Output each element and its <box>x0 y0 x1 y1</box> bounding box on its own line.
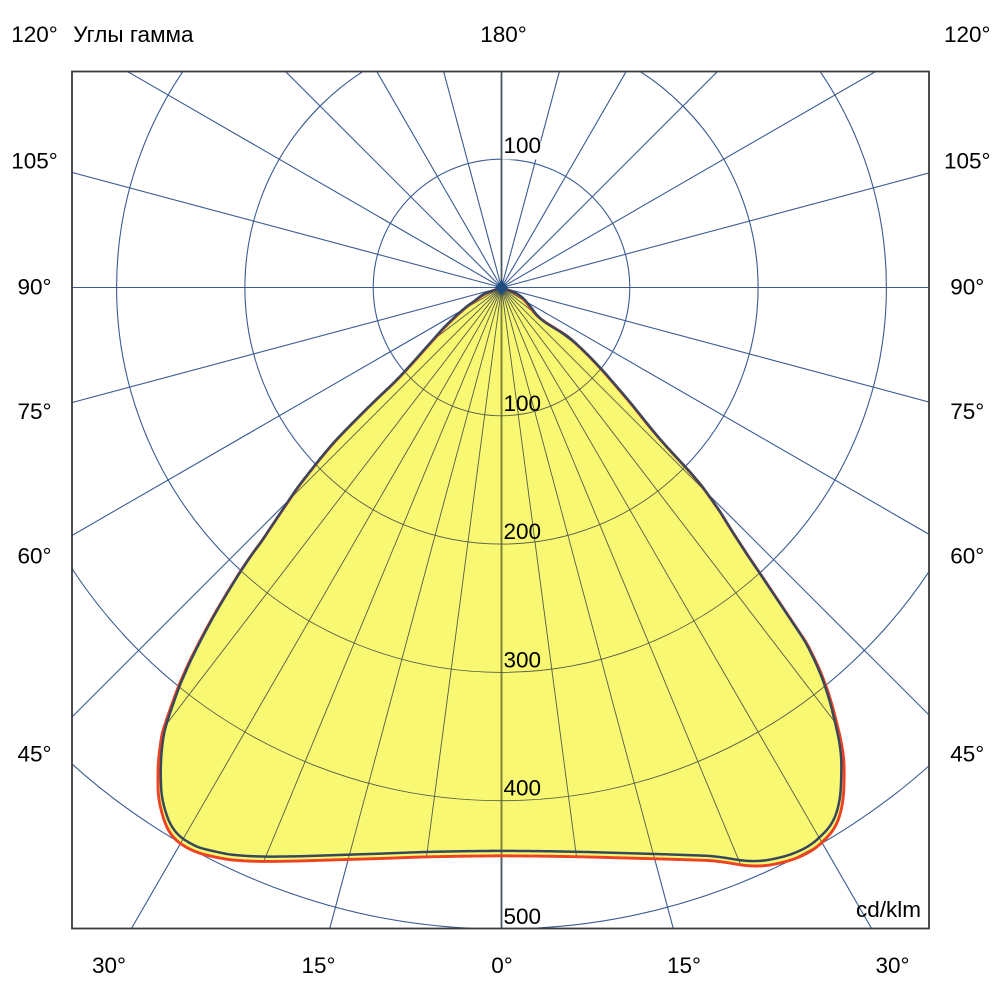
svg-text:45°: 45° <box>17 742 51 767</box>
svg-text:15°: 15° <box>301 953 335 978</box>
svg-text:60°: 60° <box>17 544 51 569</box>
svg-text:15°: 15° <box>667 953 701 978</box>
svg-text:30°: 30° <box>92 953 126 978</box>
svg-text:75°: 75° <box>17 399 51 424</box>
svg-text:120°: 120° <box>11 22 58 47</box>
svg-text:60°: 60° <box>950 544 984 569</box>
svg-text:500: 500 <box>504 904 542 929</box>
svg-text:105°: 105° <box>11 149 58 174</box>
svg-text:30°: 30° <box>875 953 909 978</box>
svg-text:Углы гамма: Углы гамма <box>73 22 194 47</box>
svg-text:120°: 120° <box>944 22 991 47</box>
svg-text:180°: 180° <box>480 22 527 47</box>
svg-text:90°: 90° <box>950 274 984 299</box>
svg-text:90°: 90° <box>17 274 51 299</box>
svg-text:100: 100 <box>504 133 542 158</box>
svg-text:0°: 0° <box>491 953 513 978</box>
svg-text:45°: 45° <box>950 742 984 767</box>
svg-text:100: 100 <box>504 391 542 416</box>
svg-text:200: 200 <box>504 519 542 544</box>
svg-text:cd/klm: cd/klm <box>856 897 921 922</box>
svg-text:75°: 75° <box>950 399 984 424</box>
svg-text:105°: 105° <box>944 149 991 174</box>
svg-text:300: 300 <box>504 647 542 672</box>
svg-text:400: 400 <box>504 776 542 801</box>
